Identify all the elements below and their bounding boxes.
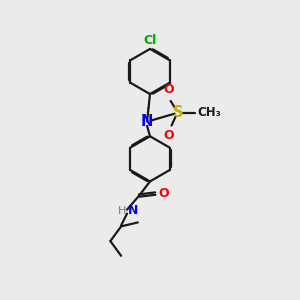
Text: N: N — [141, 114, 153, 129]
Text: O: O — [163, 83, 174, 96]
Text: O: O — [163, 129, 174, 142]
Text: S: S — [173, 105, 184, 120]
Text: N: N — [128, 204, 138, 217]
Text: H: H — [118, 206, 126, 216]
Text: CH₃: CH₃ — [197, 106, 221, 119]
Text: Cl: Cl — [143, 34, 157, 46]
Text: O: O — [158, 187, 169, 200]
